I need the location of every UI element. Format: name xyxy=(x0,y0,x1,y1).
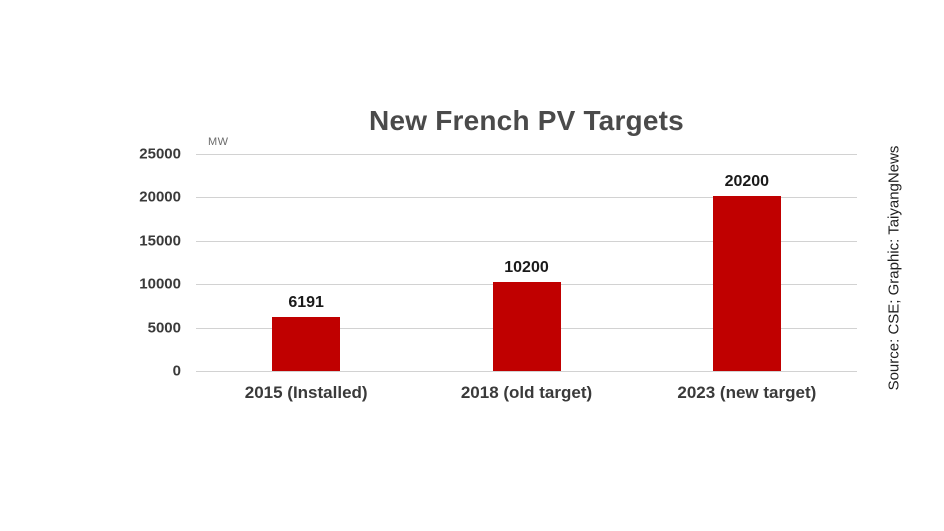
bar-2015 (Installed): 6191 xyxy=(272,294,341,371)
bar-2018 (old target): 10200 xyxy=(492,259,561,371)
y-tick-label-20000: 20000 xyxy=(139,188,181,206)
source-note: Source: CSE; Graphic: TaiyangNews xyxy=(885,145,903,391)
y-axis-unit-label: MW xyxy=(208,136,229,148)
y-axis-tick-labels: 25000 20000 15000 10000 5000 0 xyxy=(0,146,181,380)
y-tick-label-0: 0 xyxy=(172,362,181,380)
bar-value-label: 6191 xyxy=(288,294,324,312)
bar-value-label: 20200 xyxy=(724,172,770,190)
bar-value-label: 10200 xyxy=(504,259,549,277)
y-tick-label-25000: 25000 xyxy=(139,145,181,163)
y-tick-label-5000: 5000 xyxy=(147,319,181,337)
y-tick-label-10000: 10000 xyxy=(139,275,181,293)
chart-title: New French PV Targets xyxy=(369,105,684,136)
bar-2023 (new target): 20200 xyxy=(712,173,781,371)
gridline-0 xyxy=(196,371,857,372)
x-category-label: 2015 (Installed) xyxy=(244,383,368,402)
gridline-25000 xyxy=(196,154,857,155)
x-category-label: 2023 (new target) xyxy=(677,383,817,402)
gridline-20000 xyxy=(196,197,857,199)
plot-area: 6191 10200 20200 xyxy=(196,154,857,372)
y-tick-label-15000: 15000 xyxy=(139,232,181,250)
x-category-label: 2018 (old target) xyxy=(460,383,593,402)
gridline-15000 xyxy=(196,240,857,242)
x-axis-category-labels: 2015 (Installed) 2018 (old target) 2023 (n… xyxy=(196,383,857,407)
